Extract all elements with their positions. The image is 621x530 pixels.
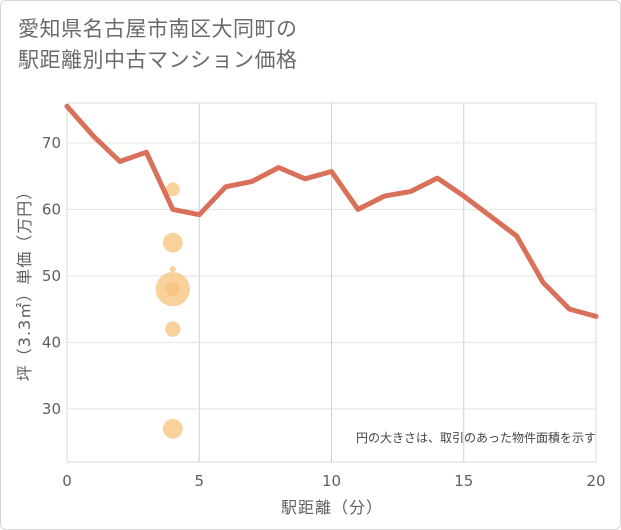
y-tick-label: 30: [42, 400, 61, 418]
y-axis-ticks: 30 40 50 60 70: [42, 134, 61, 418]
scatter-point: [169, 266, 176, 273]
average-line: [64, 103, 599, 319]
y-tick-label: 50: [42, 267, 61, 285]
chart-title: 愛知県名古屋市南区大同町の 駅距離別中古マンション価格: [18, 14, 298, 76]
y-axis-label: 坪（3.3㎡）単価（万円）: [15, 183, 34, 381]
scatter-point: [165, 282, 180, 297]
x-tick-label: 5: [194, 472, 204, 490]
x-tick-label: 20: [586, 472, 605, 490]
y-tick-label: 70: [42, 134, 61, 152]
x-tick-label: 0: [62, 472, 72, 490]
y-tick-label: 60: [42, 200, 61, 218]
average-price-line: [64, 103, 599, 319]
chart-title-line-1: 愛知県名古屋市南区大同町の: [18, 17, 298, 41]
scatter-point: [165, 321, 181, 337]
bubble-size-note: 円の大きさは、取引のあった物件面積を示す: [356, 430, 596, 445]
scatter-points: [155, 182, 190, 439]
scatter-point: [162, 418, 183, 439]
x-tick-label: 15: [454, 472, 473, 490]
scatter-point: [162, 232, 183, 253]
chart-title-line-2: 駅距離別中古マンション価格: [18, 48, 298, 72]
x-tick-label: 10: [322, 472, 341, 490]
grid-lines: [67, 103, 596, 462]
y-tick-label: 40: [42, 333, 61, 351]
x-axis-label: 駅距離（分）: [281, 498, 383, 517]
x-axis-ticks: 0 5 10 15 20: [62, 472, 605, 490]
scatter-point: [165, 182, 180, 197]
